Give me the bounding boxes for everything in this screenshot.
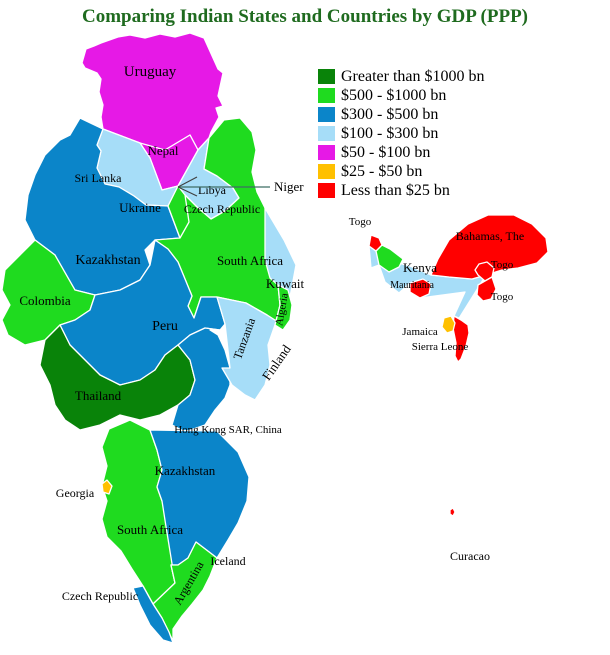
- svg-text:South Africa: South Africa: [117, 522, 183, 537]
- svg-text:Hong Kong SAR, China: Hong Kong SAR, China: [174, 424, 282, 436]
- svg-text:Thailand: Thailand: [75, 388, 122, 403]
- svg-text:Kuwait: Kuwait: [266, 276, 305, 291]
- svg-text:Czech Republic: Czech Republic: [184, 202, 260, 216]
- svg-text:Colombia: Colombia: [19, 293, 71, 308]
- svg-text:Togo: Togo: [491, 291, 514, 303]
- svg-text:Peru: Peru: [152, 319, 178, 334]
- svg-text:Bahamas, The: Bahamas, The: [456, 229, 524, 243]
- svg-text:Uruguay: Uruguay: [124, 64, 177, 80]
- svg-text:Togo: Togo: [349, 216, 372, 228]
- svg-text:Iceland: Iceland: [210, 554, 245, 568]
- svg-text:Ukraine: Ukraine: [119, 200, 161, 215]
- svg-text:Kenya: Kenya: [403, 260, 437, 275]
- svg-text:Kazakhstan: Kazakhstan: [155, 463, 216, 478]
- svg-text:Libya: Libya: [198, 183, 227, 197]
- svg-text:Jamaica: Jamaica: [402, 326, 438, 338]
- svg-text:Niger: Niger: [274, 179, 304, 194]
- svg-text:Sierra Leone: Sierra Leone: [412, 341, 469, 353]
- svg-text:Togo: Togo: [491, 259, 514, 271]
- svg-text:Kazakhstan: Kazakhstan: [75, 253, 140, 268]
- svg-text:Georgia: Georgia: [56, 486, 95, 500]
- svg-text:Mauritania: Mauritania: [390, 280, 434, 291]
- svg-text:Sri Lanka: Sri Lanka: [75, 171, 123, 185]
- svg-text:South Africa: South Africa: [217, 253, 283, 268]
- svg-text:Czech Republic: Czech Republic: [62, 589, 138, 603]
- svg-text:Curacao: Curacao: [450, 549, 490, 563]
- svg-text:Nepal: Nepal: [147, 143, 178, 158]
